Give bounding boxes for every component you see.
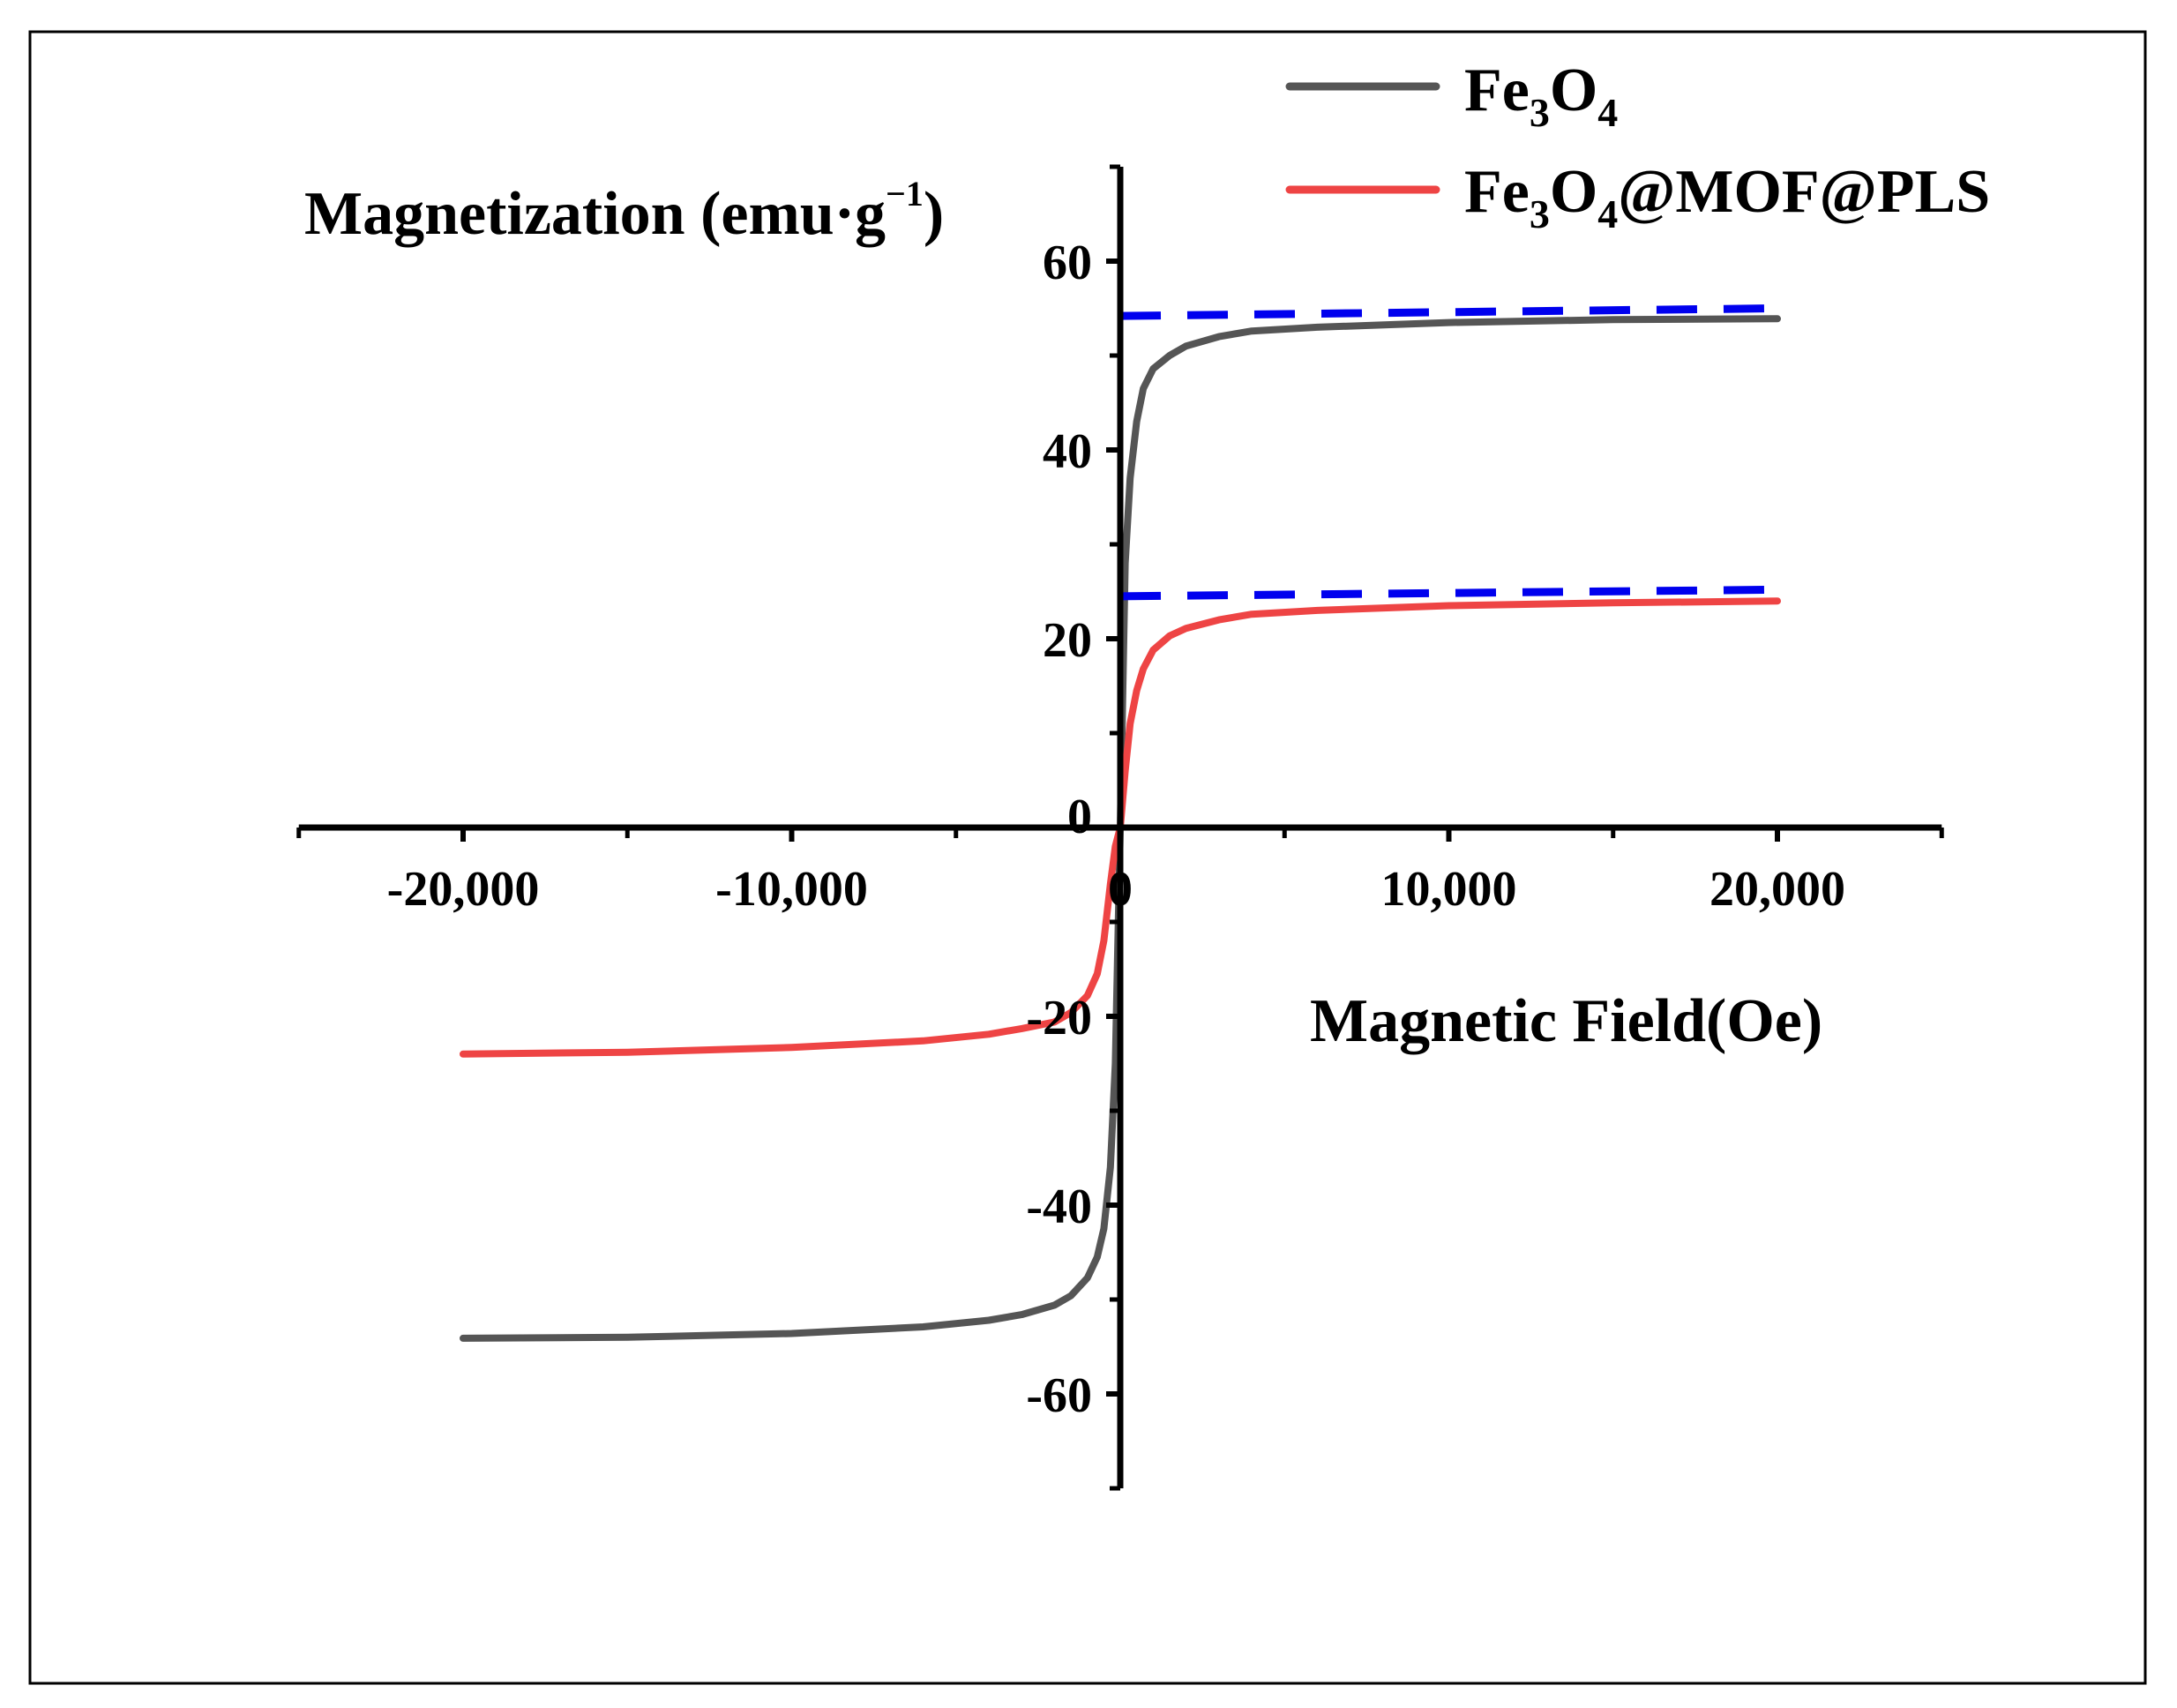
legend-label-fe3o4: Fe3O4 (1464, 56, 1618, 135)
legend: Fe3O4 Fe3O4@MOF@PLS (1285, 56, 1990, 236)
y-tick-label-3: 0 (1067, 790, 1092, 844)
series-line-3 (1119, 585, 1778, 601)
y-tick-label-1: -40 (1026, 1180, 1092, 1234)
x-axis-title: Magnetic Field(Oe) (1310, 987, 1822, 1055)
x-tick-label-1: -10,000 (715, 862, 868, 917)
x-tick-label-0: -20,000 (387, 862, 540, 917)
y-tick-label-2: -20 (1026, 991, 1092, 1045)
x-tick-label-3: 10,000 (1381, 862, 1517, 917)
y-tick-label-4: 20 (1043, 613, 1092, 668)
figure-frame (28, 30, 2147, 1685)
x-tick-label-2: 0 (1108, 862, 1133, 917)
axes-layer: -20,000 -10,000 0 10,000 20,000 -60 -40 -20 0 20 4… (296, 164, 1944, 1491)
y-tick-label-5: 40 (1043, 424, 1092, 479)
y-tick-label-0: -60 (1026, 1368, 1092, 1423)
y-axis-title: Magnetization (emu·g−1) (304, 174, 944, 248)
legend-label-fe3o4-mof-pls: Fe3O4@MOF@PLS (1464, 158, 1990, 236)
y-tick-label-6: 60 (1043, 236, 1092, 290)
x-tick-label-4: 20,000 (1709, 862, 1845, 917)
series-line-2 (1119, 304, 1778, 320)
